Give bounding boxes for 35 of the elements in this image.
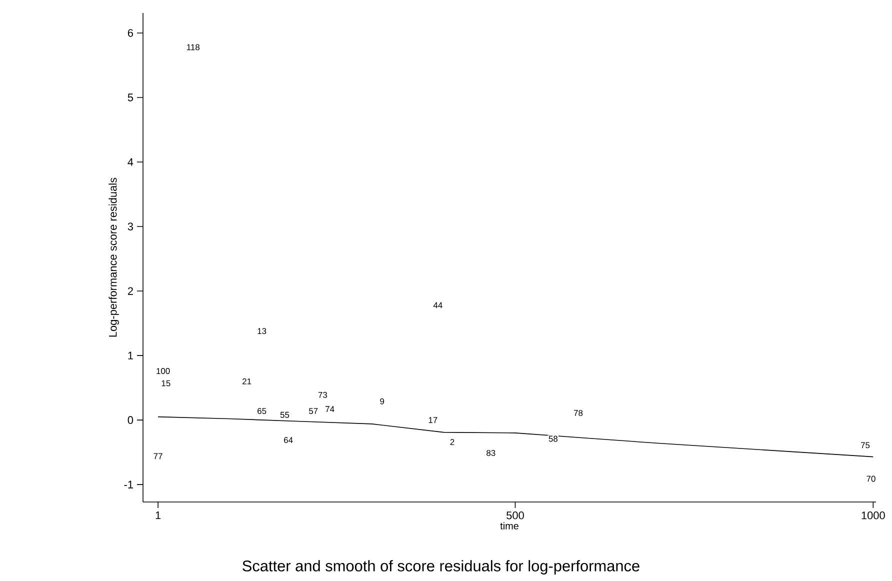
x-tick-label: 500	[506, 512, 524, 520]
x-tick-label: 1	[156, 512, 161, 520]
y-tick-label: 3	[128, 222, 134, 230]
x-tick-label: 1000	[862, 512, 885, 520]
y-tick-label: 1	[128, 352, 133, 360]
x-axis-title: time	[500, 522, 518, 530]
annotation: 57	[309, 408, 318, 414]
annotation: 83	[486, 450, 496, 456]
annotation: 17	[428, 417, 438, 423]
annotation: 65	[258, 408, 266, 414]
annotation: 9	[380, 398, 384, 404]
y-tick-label: 0	[128, 416, 134, 424]
annotation: 13	[258, 328, 266, 334]
annotation: 118	[187, 44, 200, 50]
annotation: 2	[450, 439, 454, 445]
y-axis-title: Log-performance score residuals	[108, 178, 119, 337]
annotation: 73	[318, 392, 328, 398]
y-tick-label: 6	[128, 29, 134, 37]
annotation: 74	[326, 406, 334, 412]
annotation: 78	[574, 410, 583, 416]
annotation: 100	[156, 368, 170, 374]
annotation: 21	[242, 378, 252, 384]
y-tick-label: 4	[128, 158, 134, 166]
text: Scatter and smooth of score residuals for log-performance	[242, 560, 640, 574]
annotation: 44	[433, 302, 442, 308]
y-tick-label: 5	[128, 94, 134, 102]
annotation: 75	[861, 442, 870, 448]
annotation: 77	[154, 453, 162, 460]
annotation: 55	[280, 412, 290, 418]
annotation: 64	[284, 437, 293, 444]
y-tick-label: -1	[124, 480, 133, 488]
annotation: 70	[866, 476, 876, 482]
y-tick-label: 2	[128, 287, 133, 295]
annotation: 15	[162, 380, 170, 386]
annotation: 58	[548, 436, 558, 442]
